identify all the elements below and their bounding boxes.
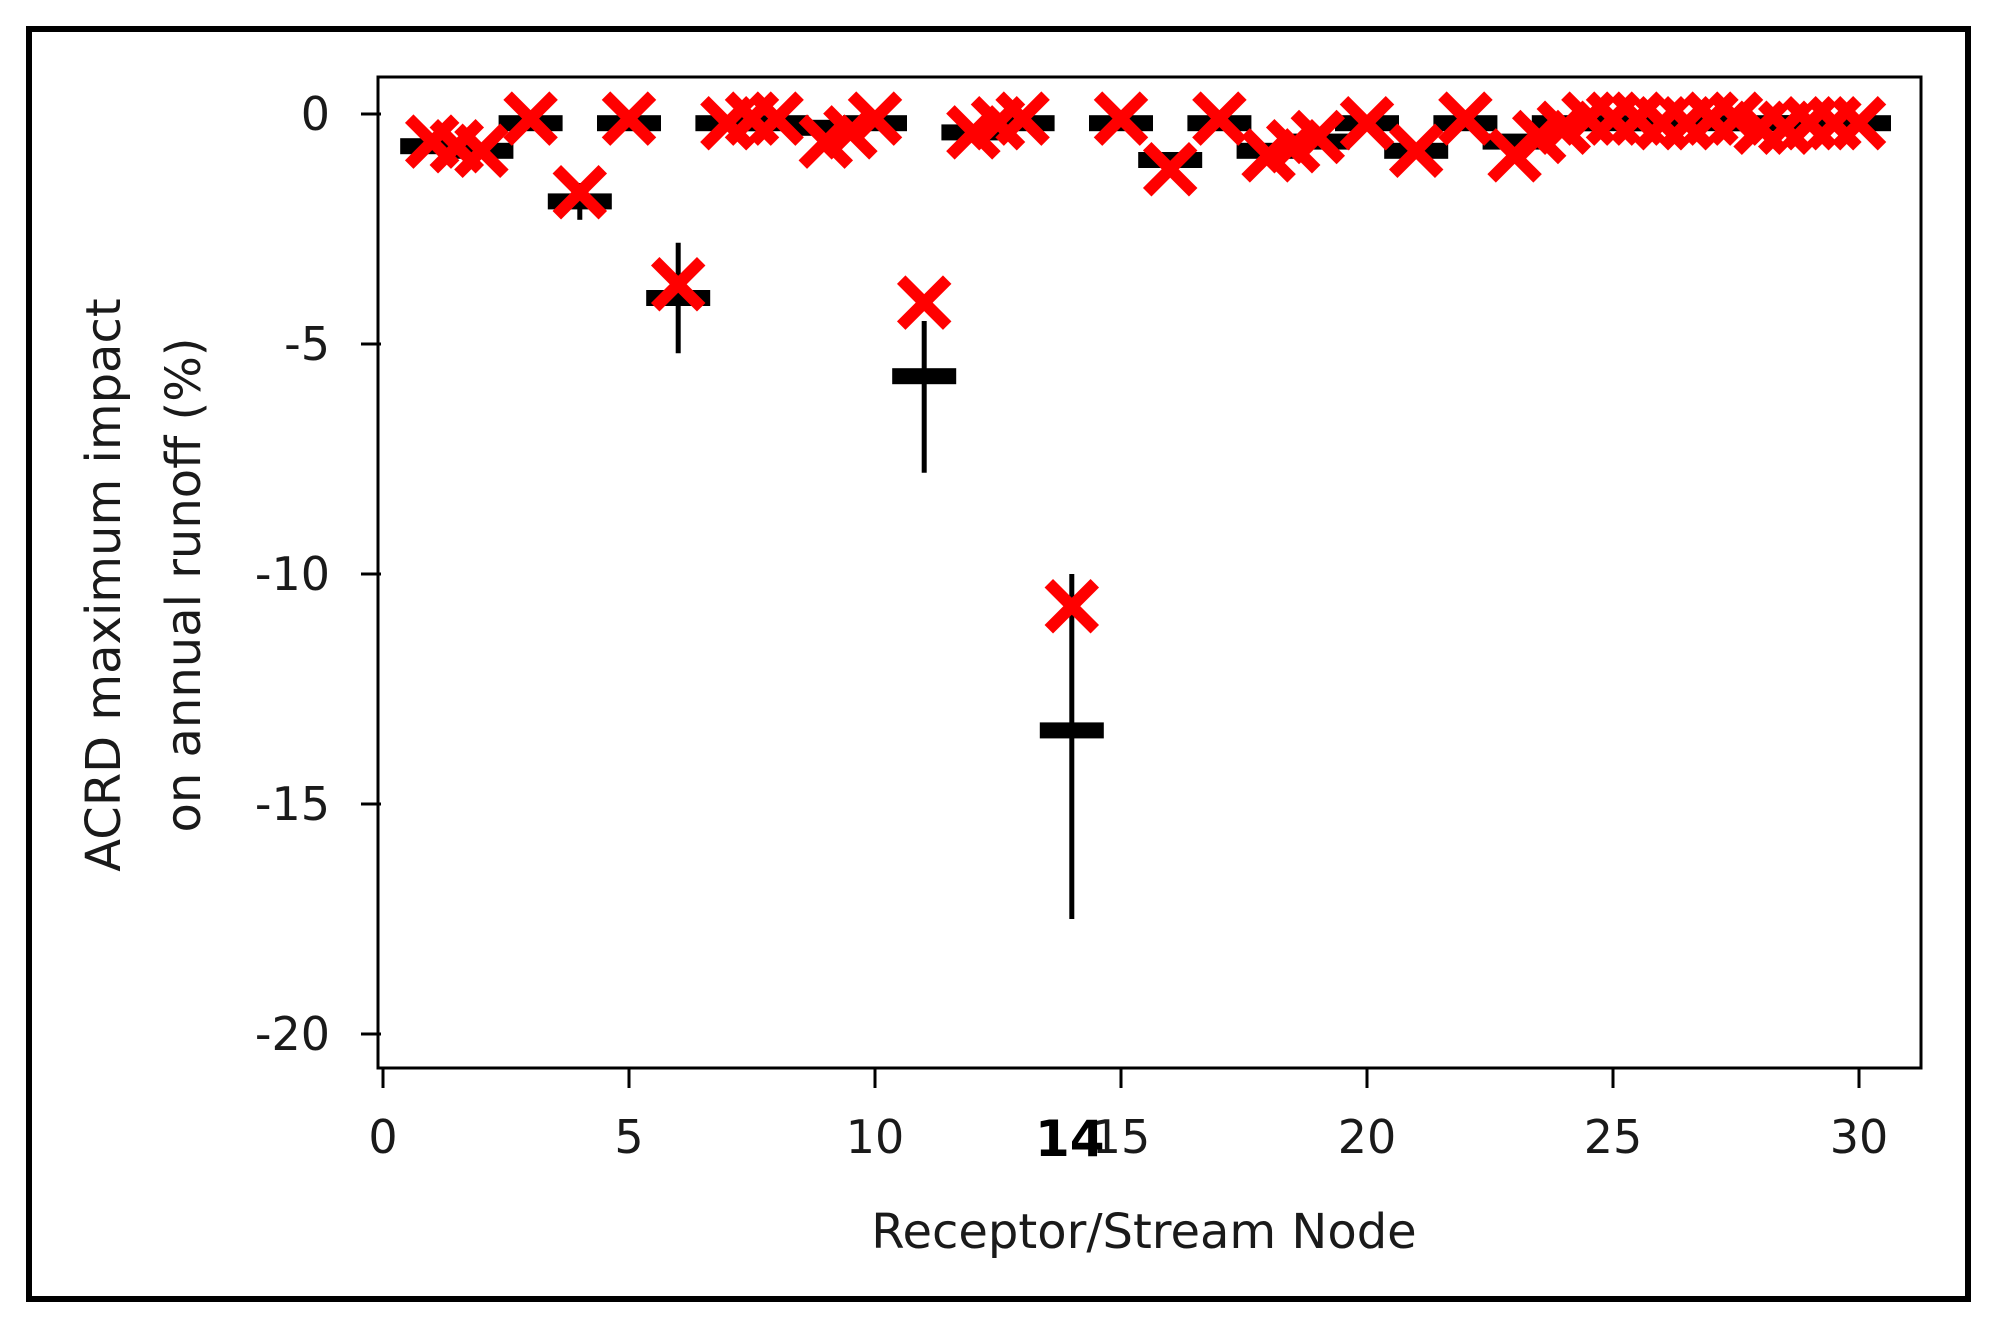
x-tick-label: 25 xyxy=(1584,1110,1643,1164)
cross-marker xyxy=(1831,95,1887,151)
cross-marker xyxy=(503,91,558,146)
y-tick-label: -5 xyxy=(284,317,330,371)
x-tick-label: 10 xyxy=(846,1110,905,1164)
cross-marker xyxy=(1142,141,1198,197)
cross-marker xyxy=(847,91,903,146)
cross-marker xyxy=(454,123,509,179)
x-tick-label: 20 xyxy=(1338,1110,1397,1164)
y-axis-label-line-1: ACRD maximum impact xyxy=(76,298,132,871)
mean-marker xyxy=(1039,722,1104,739)
cross-marker xyxy=(1290,109,1346,165)
x-axis: 0 5 10 15 20 25 30 14 xyxy=(368,1068,1888,1168)
y-tick-label: -20 xyxy=(255,1007,330,1061)
highlight-x-label: 14 xyxy=(1035,1110,1105,1168)
cross-marker xyxy=(749,91,804,146)
cross-marker xyxy=(1339,95,1395,151)
cross-marker xyxy=(552,164,608,220)
mean-marker xyxy=(892,368,957,385)
x-axis-label: Receptor/Stream Node xyxy=(871,1204,1416,1260)
cross-markers xyxy=(404,91,1887,634)
x-tick-label: 5 xyxy=(614,1110,643,1164)
x-tick-label: 0 xyxy=(368,1110,397,1164)
cross-marker xyxy=(1093,91,1149,146)
y-tick-label: -15 xyxy=(255,777,330,831)
cross-marker xyxy=(896,275,952,330)
cross-marker xyxy=(1388,123,1444,179)
cross-marker xyxy=(1438,91,1493,146)
x-tick-label: 15 xyxy=(1092,1110,1151,1164)
y-axis-label-line-2: on annual runoff (%) xyxy=(156,337,212,832)
cross-marker xyxy=(601,91,657,146)
cross-marker xyxy=(1044,578,1100,634)
cross-marker xyxy=(1192,91,1247,146)
y-axis: 0 -5 -10 -15 -20 xyxy=(255,87,381,1061)
cross-marker xyxy=(995,91,1050,146)
x-tick-label: 30 xyxy=(1830,1110,1889,1164)
plot-area xyxy=(376,75,1923,1070)
y-axis-label: ACRD maximum impact on annual runoff (%) xyxy=(76,298,212,871)
y-tick-label: 0 xyxy=(301,87,330,141)
cross-marker xyxy=(650,256,706,312)
y-tick-label: -10 xyxy=(255,547,330,601)
